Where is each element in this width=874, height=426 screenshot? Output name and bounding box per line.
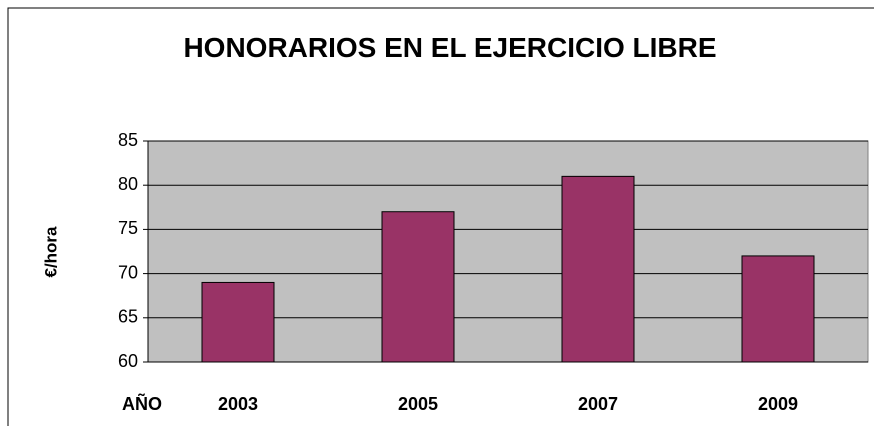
bar <box>741 255 815 363</box>
y-tick-label: 85 <box>118 130 138 150</box>
y-tick-label: 80 <box>118 174 138 194</box>
chart-title: HONORARIOS EN EL EJERCICIO LIBRE <box>183 32 717 63</box>
x-tick-label: 2007 <box>578 394 618 414</box>
x-axis-label: AÑO <box>122 393 162 414</box>
bar <box>561 175 635 363</box>
y-tick-label: 75 <box>118 218 138 238</box>
chart-border <box>7 7 874 426</box>
y-tick-label: 70 <box>118 262 138 282</box>
bar <box>201 281 275 363</box>
y-tick-label: 60 <box>118 351 138 371</box>
y-tick-label: 65 <box>118 307 138 327</box>
x-tick-label: 2005 <box>398 394 438 414</box>
y-axis-label: €/hora <box>41 226 60 278</box>
x-tick-label: 2009 <box>758 394 798 414</box>
x-tick-label: 2003 <box>218 394 258 414</box>
bar <box>381 211 455 363</box>
